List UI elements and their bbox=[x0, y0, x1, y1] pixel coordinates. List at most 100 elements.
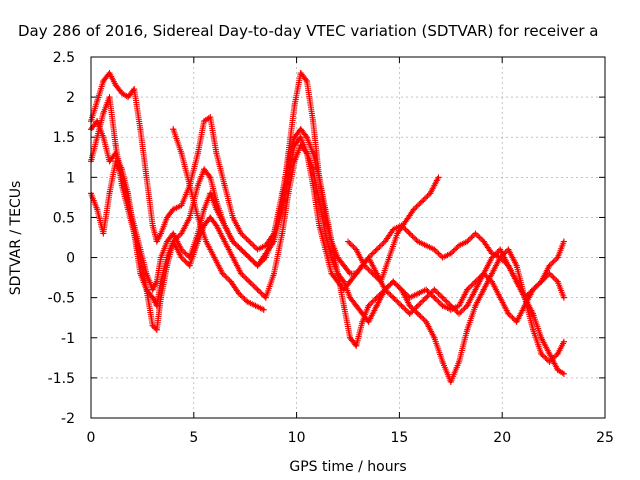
data-point bbox=[100, 78, 107, 85]
data-point bbox=[149, 286, 156, 293]
data-point bbox=[505, 246, 512, 253]
data-point bbox=[221, 222, 228, 229]
data-point bbox=[285, 158, 292, 165]
data-point bbox=[538, 350, 545, 357]
data-point bbox=[554, 366, 561, 373]
data-point bbox=[213, 222, 220, 229]
data-point bbox=[201, 166, 208, 173]
data-point bbox=[194, 214, 201, 221]
data-point bbox=[178, 254, 185, 261]
data-point bbox=[170, 206, 177, 213]
data-point bbox=[353, 342, 360, 349]
data-point bbox=[246, 254, 253, 261]
data-point bbox=[382, 238, 389, 245]
data-point bbox=[94, 134, 101, 141]
y-tick-label: 2.5 bbox=[53, 50, 75, 66]
data-point bbox=[213, 150, 220, 157]
x-tick-label: 5 bbox=[189, 430, 198, 446]
data-point bbox=[100, 230, 107, 237]
data-point bbox=[186, 182, 193, 189]
data-point bbox=[221, 238, 228, 245]
data-point bbox=[456, 242, 463, 249]
data-point bbox=[201, 206, 208, 213]
data-point bbox=[472, 230, 479, 237]
data-point bbox=[164, 254, 171, 261]
data-point bbox=[497, 294, 504, 301]
data-point bbox=[207, 190, 214, 197]
data-point bbox=[194, 230, 201, 237]
data-point bbox=[410, 206, 417, 213]
data-point bbox=[427, 190, 434, 197]
data-point bbox=[464, 326, 471, 333]
data-point bbox=[164, 214, 171, 221]
data-point bbox=[106, 70, 113, 77]
data-point bbox=[390, 294, 397, 301]
data-point bbox=[530, 326, 537, 333]
data-point bbox=[390, 278, 397, 285]
data-point bbox=[386, 254, 393, 261]
data-point bbox=[310, 118, 317, 125]
plot-frame bbox=[90, 56, 606, 419]
data-point bbox=[149, 222, 156, 229]
data-point bbox=[347, 334, 354, 341]
y-axis-label: SDTVAR / TECUs bbox=[8, 181, 24, 296]
data-point bbox=[201, 222, 208, 229]
data-point bbox=[316, 222, 323, 229]
data-point bbox=[112, 82, 119, 89]
data-point bbox=[328, 254, 335, 261]
data-point bbox=[530, 310, 537, 317]
data-point bbox=[149, 294, 156, 301]
data-point bbox=[353, 302, 360, 309]
data-point bbox=[157, 254, 164, 261]
y-tick-label: -1.5 bbox=[48, 371, 75, 387]
data-point bbox=[279, 230, 286, 237]
data-point bbox=[359, 310, 366, 317]
data-point bbox=[560, 370, 567, 377]
data-point bbox=[246, 238, 253, 245]
data-point bbox=[423, 286, 430, 293]
data-point bbox=[252, 302, 259, 309]
data-point bbox=[94, 118, 101, 125]
data-point bbox=[464, 238, 471, 245]
data-point bbox=[236, 290, 243, 297]
data-point bbox=[131, 86, 138, 93]
data-point bbox=[513, 262, 520, 269]
data-point bbox=[207, 114, 214, 121]
data-point bbox=[291, 134, 298, 141]
data-point bbox=[194, 182, 201, 189]
data-point bbox=[178, 202, 185, 209]
data-point bbox=[406, 230, 413, 237]
data-point bbox=[143, 270, 150, 277]
data-point bbox=[365, 318, 372, 325]
data-point bbox=[260, 306, 267, 313]
data-point bbox=[560, 338, 567, 345]
data-point bbox=[219, 270, 226, 277]
data-point bbox=[221, 182, 228, 189]
data-point bbox=[227, 278, 234, 285]
data-point bbox=[431, 294, 438, 301]
data-point bbox=[414, 238, 421, 245]
data-series-4 bbox=[88, 134, 567, 325]
data-point bbox=[310, 150, 317, 157]
data-point bbox=[365, 254, 372, 261]
y-tick-label: 0 bbox=[66, 251, 75, 267]
data-point bbox=[464, 302, 471, 309]
data-point bbox=[238, 230, 245, 237]
data-point bbox=[406, 302, 413, 309]
data-point bbox=[361, 262, 368, 269]
data-point bbox=[472, 286, 479, 293]
data-point bbox=[254, 246, 261, 253]
data-point bbox=[439, 294, 446, 301]
data-point bbox=[497, 246, 504, 253]
data-point bbox=[186, 254, 193, 261]
data-point bbox=[488, 254, 495, 261]
data-point bbox=[94, 98, 101, 105]
data-point bbox=[488, 270, 495, 277]
data-point bbox=[546, 262, 553, 269]
data-point bbox=[340, 302, 347, 309]
data-point bbox=[106, 94, 113, 101]
data-point bbox=[334, 270, 341, 277]
data-point bbox=[254, 286, 261, 293]
data-point bbox=[297, 70, 304, 77]
data-point bbox=[316, 198, 323, 205]
